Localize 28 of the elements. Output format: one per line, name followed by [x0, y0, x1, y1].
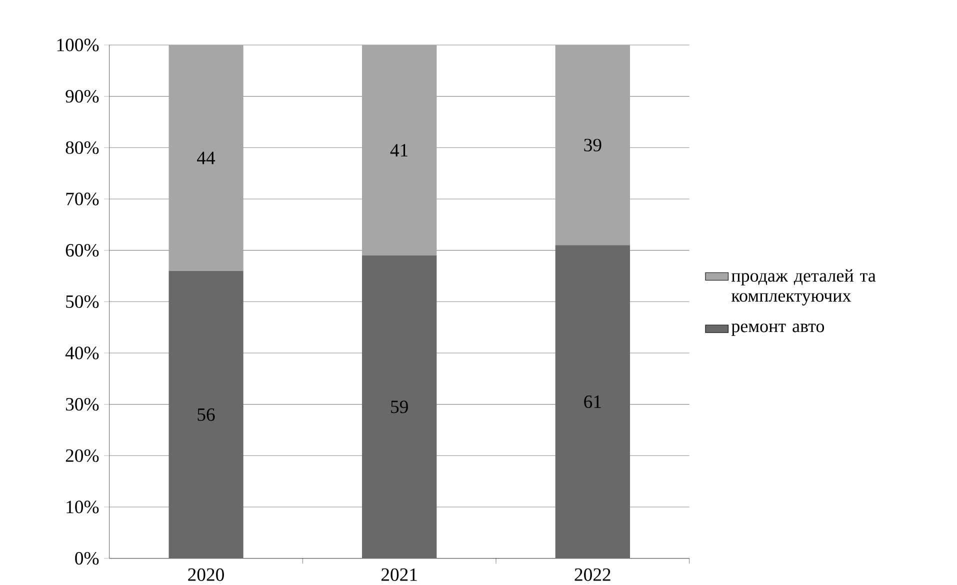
y-tick-label: 10% — [66, 500, 99, 514]
y-tick-label: 70% — [66, 192, 99, 206]
y-tick-label: 90% — [66, 90, 99, 103]
y-tick-label: 60% — [66, 244, 99, 257]
x-tick-label: 2022 — [574, 568, 610, 581]
data-label: 44 — [197, 152, 216, 164]
y-tick-label: 80% — [66, 141, 99, 154]
legend-label: продаж деталей та комплектуючих — [732, 269, 876, 306]
x-tick-label: 2020 — [188, 568, 224, 581]
bar — [362, 44, 437, 256]
y-tick-label: 50% — [66, 295, 99, 308]
bar — [555, 44, 630, 246]
bar — [555, 245, 630, 558]
y-tick-label: 40% — [65, 346, 99, 360]
y-tick-label: 0% — [75, 552, 99, 565]
legend-label: ремонт авто — [731, 324, 824, 336]
bar — [168, 270, 244, 558]
y-tick-label: 100% — [57, 38, 99, 52]
data-label: 41 — [390, 144, 408, 156]
y-tick-label: 20% — [66, 449, 99, 462]
bar — [362, 255, 437, 558]
data-label: 56 — [198, 408, 215, 421]
y-tick-label: 30% — [66, 398, 99, 411]
x-tick-label: 2021 — [381, 568, 417, 581]
data-label: 61 — [584, 395, 601, 408]
data-label: 59 — [391, 400, 408, 414]
bar — [168, 44, 244, 271]
data-label: 39 — [584, 138, 602, 152]
